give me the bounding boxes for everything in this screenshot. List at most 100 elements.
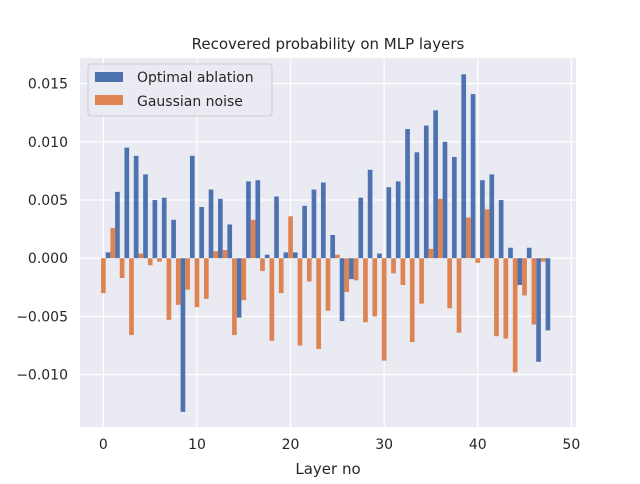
bar-gaussian-noise <box>437 198 443 259</box>
bar-optimal-ablation <box>171 219 176 259</box>
bar-optimal-ablation <box>517 258 523 285</box>
bar-optimal-ablation <box>161 197 167 259</box>
bar-optimal-ablation <box>423 125 429 259</box>
bar-optimal-ablation <box>236 258 242 318</box>
bar-gaussian-noise <box>194 258 200 308</box>
bar-optimal-ablation <box>283 252 289 259</box>
bar-gaussian-noise <box>241 258 247 301</box>
bar-optimal-ablation <box>152 200 158 259</box>
bar-gaussian-noise <box>344 258 350 292</box>
bar-optimal-ablation <box>339 258 345 322</box>
bar-optimal-ablation <box>264 254 270 259</box>
bar-gaussian-noise <box>381 258 387 361</box>
bar-optimal-ablation <box>545 258 551 331</box>
bar-optimal-ablation <box>302 205 307 259</box>
bar-gaussian-noise <box>250 219 256 259</box>
bar-gaussian-noise <box>147 258 153 266</box>
y-tick-label: 0.015 <box>28 77 68 93</box>
bar-gaussian-noise <box>531 258 537 325</box>
bar-gaussian-noise <box>335 254 340 259</box>
bar-gaussian-noise <box>129 258 134 336</box>
bar-gaussian-noise <box>138 253 144 259</box>
x-tick-label: 30 <box>375 437 393 453</box>
chart-title: Recovered probability on MLP layers <box>192 35 465 53</box>
legend-label-gaussian-noise: Gaussian noise <box>137 94 243 110</box>
bar-gaussian-noise <box>157 258 162 262</box>
bar-gaussian-noise <box>288 216 293 259</box>
legend-box <box>87 63 273 117</box>
bar-gaussian-noise <box>213 251 219 259</box>
bar-gaussian-noise <box>372 258 378 317</box>
bar-optimal-ablation <box>405 129 410 259</box>
bar-gaussian-noise <box>391 258 396 274</box>
bar-gaussian-noise <box>278 258 284 294</box>
bar-optimal-ablation <box>489 174 495 259</box>
bar-optimal-ablation <box>433 110 438 259</box>
bar-gaussian-noise <box>484 209 490 259</box>
bar-optimal-ablation <box>180 258 186 412</box>
x-tick-label: 10 <box>188 437 206 453</box>
bar-gaussian-noise <box>428 248 434 259</box>
bar-optimal-ablation <box>246 181 251 259</box>
y-tick-label: 0.000 <box>28 251 68 267</box>
bar-optimal-ablation <box>536 258 541 362</box>
legend-label-optimal-ablation: Optimal ablation <box>137 70 254 86</box>
x-tick-label: 40 <box>469 437 487 453</box>
legend-swatch-gaussian-noise <box>95 95 123 105</box>
bar-gaussian-noise <box>222 250 228 259</box>
bar-gaussian-noise <box>232 258 237 336</box>
bar-gaussian-noise <box>175 258 181 305</box>
bar-gaussian-noise <box>512 258 518 373</box>
bar-optimal-ablation <box>442 141 448 259</box>
bar-optimal-ablation <box>480 180 485 259</box>
bar-optimal-ablation <box>189 155 195 259</box>
bar-optimal-ablation <box>526 247 532 259</box>
bar-gaussian-noise <box>306 258 312 282</box>
bar-gaussian-noise <box>419 258 424 304</box>
bar-gaussian-noise <box>353 258 359 281</box>
bar-gaussian-noise <box>316 258 321 350</box>
bar-optimal-ablation <box>105 252 111 259</box>
bar-optimal-ablation <box>452 156 457 259</box>
bar-optimal-ablation <box>208 189 214 259</box>
bar-optimal-ablation <box>320 182 326 259</box>
bar-gaussian-noise <box>325 258 331 311</box>
bar-optimal-ablation <box>367 169 373 259</box>
bar-gaussian-noise <box>260 258 265 272</box>
bar-optimal-ablation <box>292 252 298 259</box>
bar-optimal-ablation <box>115 191 120 259</box>
bar-optimal-ablation <box>349 258 354 280</box>
bar-gaussian-noise <box>522 258 527 296</box>
bar-optimal-ablation <box>311 189 317 259</box>
bar-gaussian-noise <box>185 258 190 290</box>
bar-optimal-ablation <box>274 196 279 259</box>
bar-gaussian-noise <box>503 258 509 339</box>
y-tick-label: 0.005 <box>28 193 68 209</box>
bar-optimal-ablation <box>218 198 223 259</box>
tick-labels: −0.010 −0.005 0.000 0.005 0.010 0.015 0 10 20 30 4… <box>16 77 580 453</box>
bar-optimal-ablation <box>133 155 139 259</box>
legend: Optimal ablation Gaussian noise <box>87 63 273 117</box>
bar-gaussian-noise <box>166 258 172 320</box>
y-tick-label: 0.010 <box>28 135 68 151</box>
bar-gaussian-noise <box>447 258 452 309</box>
bar-gaussian-noise <box>466 217 471 259</box>
bar-optimal-ablation <box>124 147 130 259</box>
bar-gaussian-noise <box>297 258 303 346</box>
bar-optimal-ablation <box>498 200 504 259</box>
bar-gaussian-noise <box>101 258 106 294</box>
y-tick-label: −0.010 <box>16 368 68 384</box>
bar-optimal-ablation <box>414 152 420 259</box>
x-tick-label: 0 <box>99 437 108 453</box>
x-tick-label: 50 <box>562 437 580 453</box>
bar-optimal-ablation <box>461 74 467 259</box>
bar-optimal-ablation <box>255 180 261 259</box>
bar-gaussian-noise <box>400 258 406 285</box>
bar-optimal-ablation <box>395 181 401 259</box>
bar-gaussian-noise <box>119 258 125 279</box>
bar-optimal-ablation <box>470 94 476 259</box>
bar-optimal-ablation <box>386 187 392 259</box>
bar-gaussian-noise <box>475 258 481 263</box>
